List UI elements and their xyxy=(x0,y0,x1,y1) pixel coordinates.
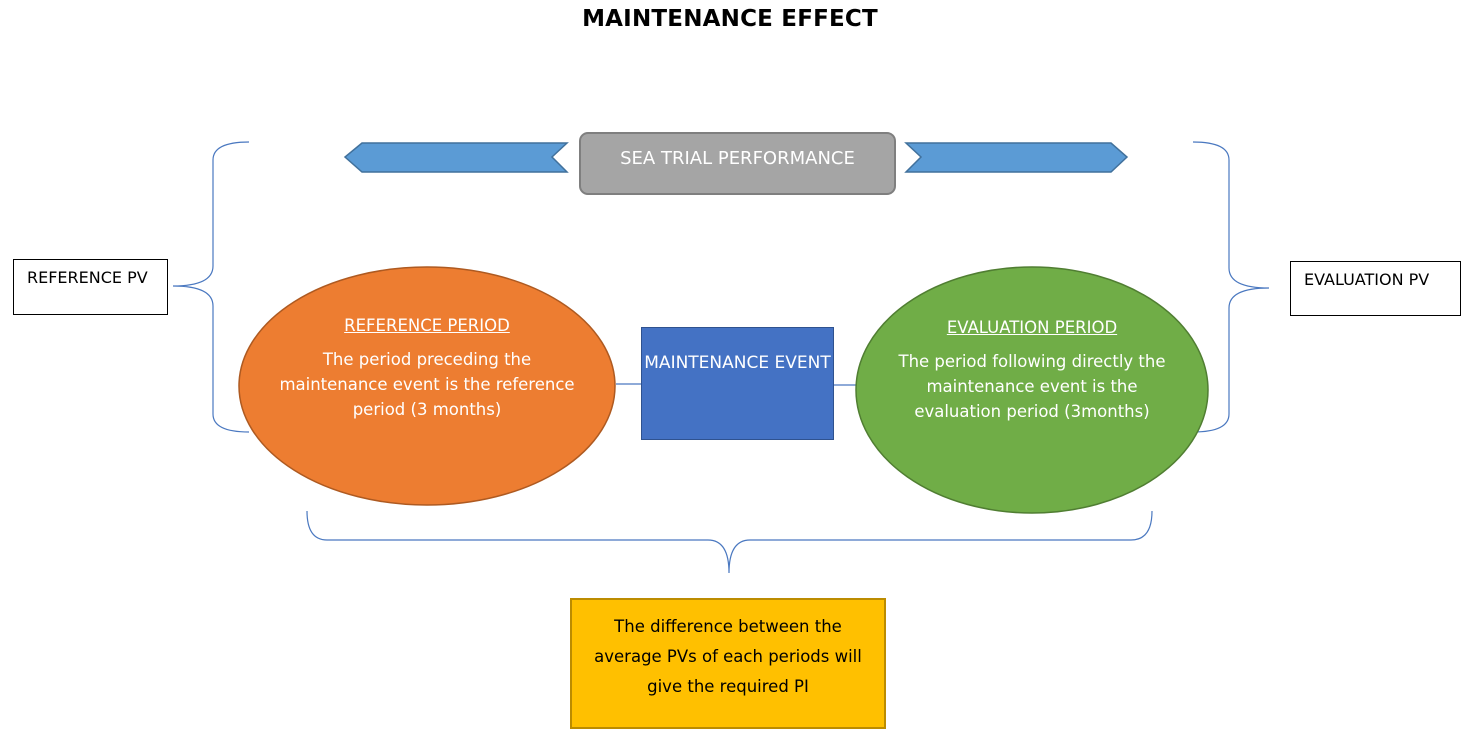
evaluation-period-content: EVALUATION PERIOD The period following d… xyxy=(886,315,1178,424)
reference-period-heading: REFERENCE PERIOD xyxy=(344,316,510,335)
reference-period-content: REFERENCE PERIOD The period preceding th… xyxy=(270,313,584,422)
bottom-brace xyxy=(306,510,1153,574)
sea-trial-performance-box: SEA TRIAL PERFORMANCE xyxy=(579,132,896,195)
reference-brace xyxy=(172,141,250,433)
evaluation-pv-box: EVALUATION PV xyxy=(1290,261,1461,316)
maintenance-event-box: MAINTENANCE EVENT xyxy=(641,327,834,440)
diagram-title: MAINTENANCE EFFECT xyxy=(582,6,878,32)
reference-pv-box: REFERENCE PV xyxy=(13,259,168,315)
reference-period-description: The period preceding the maintenance eve… xyxy=(279,350,575,419)
left-arrow xyxy=(343,142,569,173)
right-arrow xyxy=(904,142,1129,173)
evaluation-period-description: The period following directly the mainte… xyxy=(898,352,1166,421)
evaluation-brace xyxy=(1192,141,1270,433)
evaluation-period-heading: EVALUATION PERIOD xyxy=(946,318,1118,337)
evaluation-period-ellipse xyxy=(855,266,1209,514)
reference-period-ellipse xyxy=(238,266,616,506)
result-box: The difference between the average PVs o… xyxy=(570,598,886,729)
